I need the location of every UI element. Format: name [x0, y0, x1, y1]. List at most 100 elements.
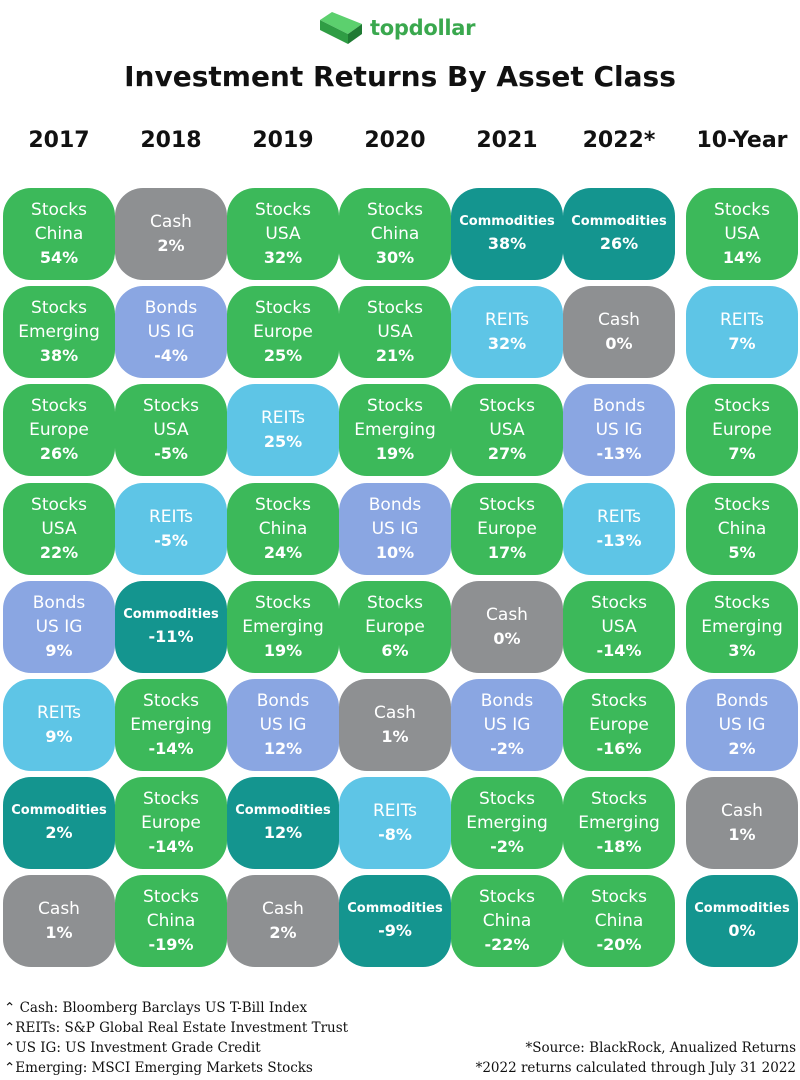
return-cell-stocks-europe: Stocks Europe 6%	[339, 581, 451, 673]
return-cell-cash: Cash 0%	[563, 286, 675, 378]
brand-name: topdollar	[370, 16, 476, 40]
footnote: ⌃REITs: S&P Global Real Estate Investmen…	[4, 1020, 349, 1036]
asset-name: Stocks	[367, 593, 423, 613]
asset-name: Stocks	[591, 593, 647, 613]
return-value-label: 32%	[263, 248, 303, 267]
footnote: ⌃US IG: US Investment Grade Credit	[4, 1040, 261, 1056]
asset-name: Commodities	[123, 607, 219, 622]
return-cell-bonds-us-ig: Bonds US IG -13%	[563, 384, 675, 476]
return-value-label: 12%	[263, 739, 303, 758]
return-cell-stocks-china: Stocks China 54%	[3, 188, 115, 280]
asset-name: Stocks	[31, 396, 87, 416]
return-cell-stocks-usa: Stocks USA 21%	[339, 286, 451, 378]
asset-subname: US IG	[35, 617, 83, 637]
asset-subname: Europe	[141, 813, 201, 833]
return-value-label: -2%	[490, 837, 524, 856]
year-header-2020: 2020	[364, 128, 426, 153]
return-cell-stocks-emerging: Stocks Emerging 38%	[3, 286, 115, 378]
return-value-label: 14%	[722, 248, 762, 267]
asset-name: Stocks	[714, 396, 770, 416]
asset-name: Stocks	[143, 887, 199, 907]
return-value-label: 2%	[157, 236, 185, 255]
return-cell-stocks-emerging: Stocks Emerging 3%	[686, 581, 798, 673]
return-value-label: 9%	[45, 641, 73, 660]
return-cell-reits: REITs -5%	[115, 483, 227, 575]
asset-subname: China	[482, 911, 532, 931]
return-value-label: 2%	[45, 823, 73, 842]
return-cell-reits: REITs 7%	[686, 286, 798, 378]
return-value-label: -14%	[148, 837, 194, 856]
return-value-label: 26%	[599, 234, 639, 253]
return-cell-reits: REITs -13%	[563, 483, 675, 575]
return-cell-stocks-usa: Stocks USA -14%	[563, 581, 675, 673]
return-value-label: 1%	[728, 825, 756, 844]
asset-name: REITs	[373, 801, 417, 821]
year-header-2022: 2022*	[582, 128, 656, 153]
asset-name: Bonds	[592, 396, 646, 416]
return-value-label: 30%	[375, 248, 415, 267]
asset-name: Stocks	[591, 887, 647, 907]
year-header-2019: 2019	[252, 128, 314, 153]
return-cell-stocks-europe: Stocks Europe 7%	[686, 384, 798, 476]
asset-name: REITs	[261, 408, 305, 428]
return-cell-stocks-europe: Stocks Europe 25%	[227, 286, 339, 378]
asset-name: Stocks	[255, 593, 311, 613]
return-value-label: 2%	[728, 739, 756, 758]
asset-subname: China	[258, 519, 308, 539]
return-value-label: -22%	[484, 935, 530, 954]
return-value-label: 7%	[728, 444, 756, 463]
asset-name: Commodities	[347, 901, 443, 916]
asset-name: Stocks	[479, 887, 535, 907]
return-value-label: -18%	[596, 837, 642, 856]
asset-name: Bonds	[480, 691, 534, 711]
asset-subname: USA	[265, 224, 301, 244]
return-value-label: 1%	[381, 727, 409, 746]
asset-subname: US IG	[483, 715, 531, 735]
asset-subname: US IG	[259, 715, 307, 735]
asset-name: Stocks	[714, 593, 770, 613]
return-cell-stocks-europe: Stocks Europe 17%	[451, 483, 563, 575]
asset-subname: USA	[601, 617, 637, 637]
asset-name: Stocks	[255, 495, 311, 515]
asset-subname: Europe	[477, 519, 537, 539]
date-note: *2022 returns calculated through July 31…	[475, 1060, 796, 1076]
return-cell-reits: REITs -8%	[339, 777, 451, 869]
return-cell-stocks-china: Stocks China 24%	[227, 483, 339, 575]
asset-name: Stocks	[143, 691, 199, 711]
return-cell-stocks-china: Stocks China 30%	[339, 188, 451, 280]
return-value-label: 22%	[39, 543, 79, 562]
return-value-label: -16%	[596, 739, 642, 758]
asset-subname: USA	[489, 420, 525, 440]
return-cell-reits: REITs 9%	[3, 679, 115, 771]
asset-subname: US IG	[147, 322, 195, 342]
asset-name: Commodities	[459, 214, 555, 229]
asset-subname: Emerging	[242, 617, 324, 637]
asset-name: Cash	[374, 703, 416, 723]
return-cell-commodities: Commodities 26%	[563, 188, 675, 280]
return-value-label: 25%	[263, 432, 303, 451]
return-cell-commodities: Commodities 0%	[686, 875, 798, 967]
return-value-label: 27%	[487, 444, 527, 463]
asset-name: Stocks	[143, 396, 199, 416]
return-cell-stocks-emerging: Stocks Emerging 19%	[227, 581, 339, 673]
asset-subname: Emerging	[701, 617, 783, 637]
return-value-label: 9%	[45, 727, 73, 746]
return-value-label: -11%	[148, 627, 194, 646]
asset-name: Cash	[486, 605, 528, 625]
return-value-label: 26%	[39, 444, 79, 463]
asset-name: Cash	[598, 310, 640, 330]
return-cell-stocks-europe: Stocks Europe -14%	[115, 777, 227, 869]
return-value-label: 24%	[263, 543, 303, 562]
year-header-2018: 2018	[140, 128, 202, 153]
asset-name: Stocks	[479, 396, 535, 416]
return-value-label: -9%	[378, 921, 412, 940]
brand-logo: topdollar	[318, 8, 475, 48]
asset-name: Stocks	[31, 298, 87, 318]
asset-name: Stocks	[255, 298, 311, 318]
return-cell-bonds-us-ig: Bonds US IG -4%	[115, 286, 227, 378]
return-value-label: 6%	[381, 641, 409, 660]
return-cell-bonds-us-ig: Bonds US IG -2%	[451, 679, 563, 771]
return-value-label: 38%	[39, 346, 79, 365]
asset-subname: Emerging	[466, 813, 548, 833]
return-value-label: -13%	[596, 444, 642, 463]
